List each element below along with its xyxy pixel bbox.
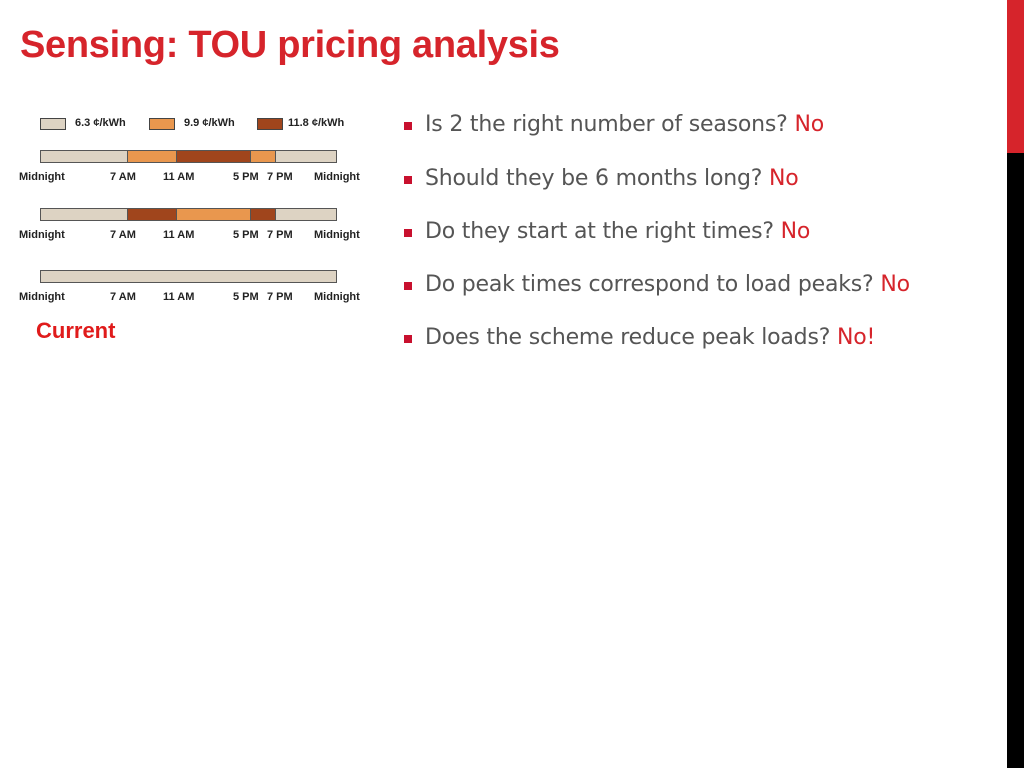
time-label-7am: 7 AM — [110, 229, 136, 241]
time-label-5pm: 5 PM — [233, 229, 259, 241]
answer-label: No — [780, 219, 811, 244]
tou-segment — [127, 151, 177, 162]
answer-label: No — [880, 272, 910, 297]
legend-label-mid: 9.9 ¢/kWh — [184, 117, 235, 129]
bullet-square-icon — [404, 176, 412, 184]
right-accent-bar-black — [1007, 153, 1024, 768]
time-axis-2: Midnight 7 AM 11 AM 5 PM 7 PM Midnight — [0, 229, 380, 243]
time-label-midnight-start: Midnight — [19, 171, 65, 183]
answer-label: No! — [836, 325, 876, 350]
time-label-11am: 11 AM — [163, 171, 195, 183]
question-text: Do they start at the right times? No — [425, 219, 810, 244]
question-label: Should they be 6 months long? — [425, 166, 769, 191]
tou-segment — [127, 209, 177, 220]
answer-label: No — [794, 112, 824, 137]
rate-legend: 6.3 ¢/kWh 9.9 ¢/kWh 11.8 ¢/kWh — [0, 116, 380, 134]
tou-segment — [274, 151, 336, 162]
time-axis-3: Midnight 7 AM 11 AM 5 PM 7 PM Midnight — [0, 291, 380, 305]
legend-swatch-mid — [149, 118, 175, 130]
time-label-7pm: 7 PM — [267, 229, 293, 241]
question-text: Is 2 the right number of seasons? No — [425, 112, 824, 137]
time-axis-1: Midnight 7 AM 11 AM 5 PM 7 PM Midnight — [0, 171, 380, 185]
time-label-5pm: 5 PM — [233, 291, 259, 303]
question-label: Do they start at the right times? — [425, 219, 781, 244]
bullet-square-icon — [404, 282, 412, 290]
time-label-11am: 11 AM — [163, 229, 195, 241]
time-label-midnight-start: Midnight — [19, 291, 65, 303]
time-label-midnight-end: Midnight — [314, 229, 360, 241]
legend-swatch-low — [40, 118, 66, 130]
tou-segment — [176, 151, 250, 162]
bullet-square-icon — [404, 229, 412, 237]
right-accent-bar-red — [1007, 0, 1024, 153]
tou-segment — [249, 151, 275, 162]
tou-segment — [176, 209, 250, 220]
time-label-7am: 7 AM — [110, 291, 136, 303]
tou-segment — [249, 209, 275, 220]
tou-schedule-bar-2 — [40, 208, 337, 221]
legend-swatch-high — [257, 118, 283, 130]
answer-label: No — [769, 166, 799, 191]
tou-segment — [41, 209, 128, 220]
time-label-midnight-end: Midnight — [314, 291, 360, 303]
bullet-square-icon — [404, 335, 412, 343]
bullet-square-icon — [404, 122, 412, 130]
tou-segment — [41, 271, 336, 282]
current-schedule-label-text: Current — [36, 318, 116, 342]
time-label-7pm: 7 PM — [267, 291, 293, 303]
legend-label-low: 6.3 ¢/kWh — [75, 117, 126, 129]
time-label-11am: 11 AM — [163, 291, 195, 303]
question-label: Does the scheme reduce peak loads? — [425, 325, 837, 350]
time-label-7am: 7 AM — [110, 171, 136, 183]
question-text: Should they be 6 months long? No — [425, 166, 799, 191]
time-label-5pm: 5 PM — [233, 171, 259, 183]
tou-schedule-bar-3 — [40, 270, 337, 283]
tou-segment — [41, 151, 128, 162]
legend-label-high: 11.8 ¢/kWh — [288, 117, 345, 129]
question-text: Does the scheme reduce peak loads? No! — [425, 325, 875, 350]
time-label-midnight-end: Midnight — [314, 171, 360, 183]
time-label-midnight-start: Midnight — [19, 229, 65, 241]
question-label: Is 2 the right number of seasons? — [425, 112, 795, 137]
tou-schedule-bar-1 — [40, 150, 337, 163]
question-text: Do peak times correspond to load peaks? … — [425, 272, 910, 297]
time-label-7pm: 7 PM — [267, 171, 293, 183]
tou-segment — [274, 209, 336, 220]
slide-title: Sensing: TOU pricing analysis — [20, 24, 560, 66]
current-schedule-label: Current — [36, 312, 146, 342]
question-label: Do peak times correspond to load peaks? — [425, 272, 881, 297]
